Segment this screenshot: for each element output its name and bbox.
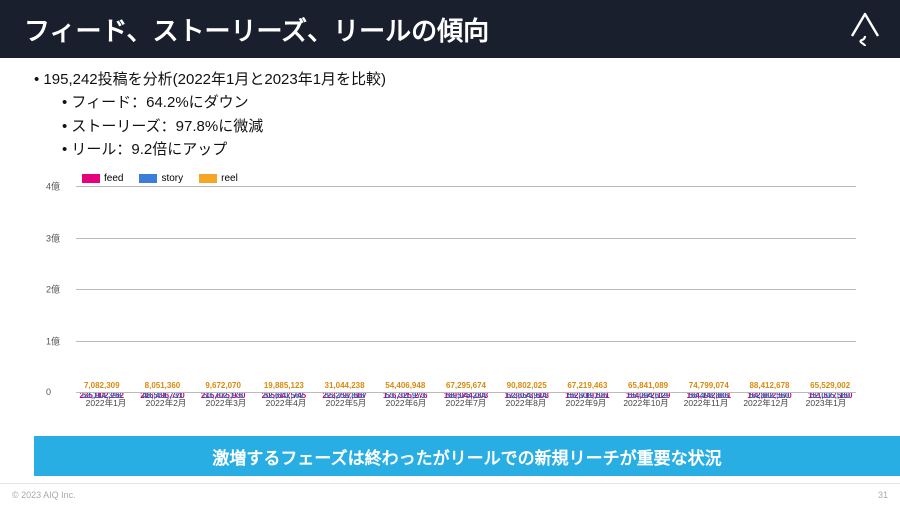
legend-item-story: story: [139, 173, 183, 184]
chart-container: feed story reel 235,902,25253,114,3987,082…: [34, 169, 866, 409]
bar-value-label: 54,406,948: [385, 381, 425, 390]
x-tick-label: 2022年5月: [316, 393, 376, 409]
x-tick-label: 2022年1月: [76, 393, 136, 409]
bullet-list: 195,242投稿を分析(2022年1月と2023年1月を比較) フィード：64…: [0, 58, 900, 167]
chart-legend: feed story reel: [40, 173, 860, 184]
bullet-main: 195,242投稿を分析(2022年1月と2023年1月を比較): [34, 68, 866, 91]
x-tick-label: 2022年3月: [196, 393, 256, 409]
bar-value-label: 74,799,074: [689, 381, 729, 390]
header-bar: フィード、ストーリーズ、リールの傾向: [0, 0, 900, 58]
bar-value-label: 19,885,123: [264, 381, 304, 390]
footer: © 2023 AIQ Inc. 31: [12, 490, 888, 500]
x-tick-label: 2022年12月: [736, 393, 796, 409]
legend-item-feed: feed: [82, 173, 123, 184]
bullet-sub: リール：9.2倍にアップ: [34, 138, 866, 161]
y-tick-label: 4億: [46, 180, 60, 193]
gridline: [76, 341, 856, 342]
bar-value-label: 88,412,678: [749, 381, 789, 390]
gridline: [76, 392, 856, 393]
bar-value-label: 65,529,002: [810, 381, 850, 390]
bar-value-label: 65,841,089: [628, 381, 668, 390]
y-tick-label: 0: [46, 387, 51, 397]
legend-item-reel: reel: [199, 173, 238, 184]
y-tick-label: 1億: [46, 334, 60, 347]
bar-value-label: 8,051,360: [145, 381, 181, 390]
x-tick-label: 2022年6月: [376, 393, 436, 409]
bullet-sub: ストーリーズ：97.8%に微減: [34, 115, 866, 138]
x-tick-label: 2022年4月: [256, 393, 316, 409]
bar-value-label: 67,295,674: [446, 381, 486, 390]
x-tick-label: 2022年2月: [136, 393, 196, 409]
chart-xaxis: 2022年1月2022年2月2022年3月2022年4月2022年5月2022年…: [76, 392, 856, 409]
bar-value-label: 31,044,238: [325, 381, 365, 390]
footer-divider: [0, 483, 900, 484]
page-number: 31: [878, 490, 888, 500]
highlight-banner: 激増するフェーズは終わったがリールでの新規リーチが重要な状況: [34, 436, 900, 476]
bar-value-label: 67,219,463: [567, 381, 607, 390]
gridline: [76, 289, 856, 290]
slide: フィード、ストーリーズ、リールの傾向 195,242投稿を分析(2022年1月と…: [0, 0, 900, 506]
y-tick-label: 2億: [46, 283, 60, 296]
x-tick-label: 2023年1月: [796, 393, 856, 409]
bar-value-label: 90,802,025: [507, 381, 547, 390]
copyright-text: © 2023 AIQ Inc.: [12, 490, 76, 500]
brand-logo-icon: [848, 10, 882, 51]
x-tick-label: 2022年11月: [676, 393, 736, 409]
x-tick-label: 2022年8月: [496, 393, 556, 409]
bar-value-label: 7,082,309: [84, 381, 120, 390]
y-tick-label: 3億: [46, 231, 60, 244]
x-tick-label: 2022年7月: [436, 393, 496, 409]
bar-value-label: 9,672,070: [205, 381, 241, 390]
x-tick-label: 2022年9月: [556, 393, 616, 409]
gridline: [76, 238, 856, 239]
chart-plot-area: 235,902,25253,114,3987,082,309216,496,77…: [76, 186, 856, 392]
slide-title: フィード、ストーリーズ、リールの傾向: [24, 11, 489, 48]
gridline: [76, 186, 856, 187]
bullet-sub: フィード：64.2%にダウン: [34, 91, 866, 114]
x-tick-label: 2022年10月: [616, 393, 676, 409]
